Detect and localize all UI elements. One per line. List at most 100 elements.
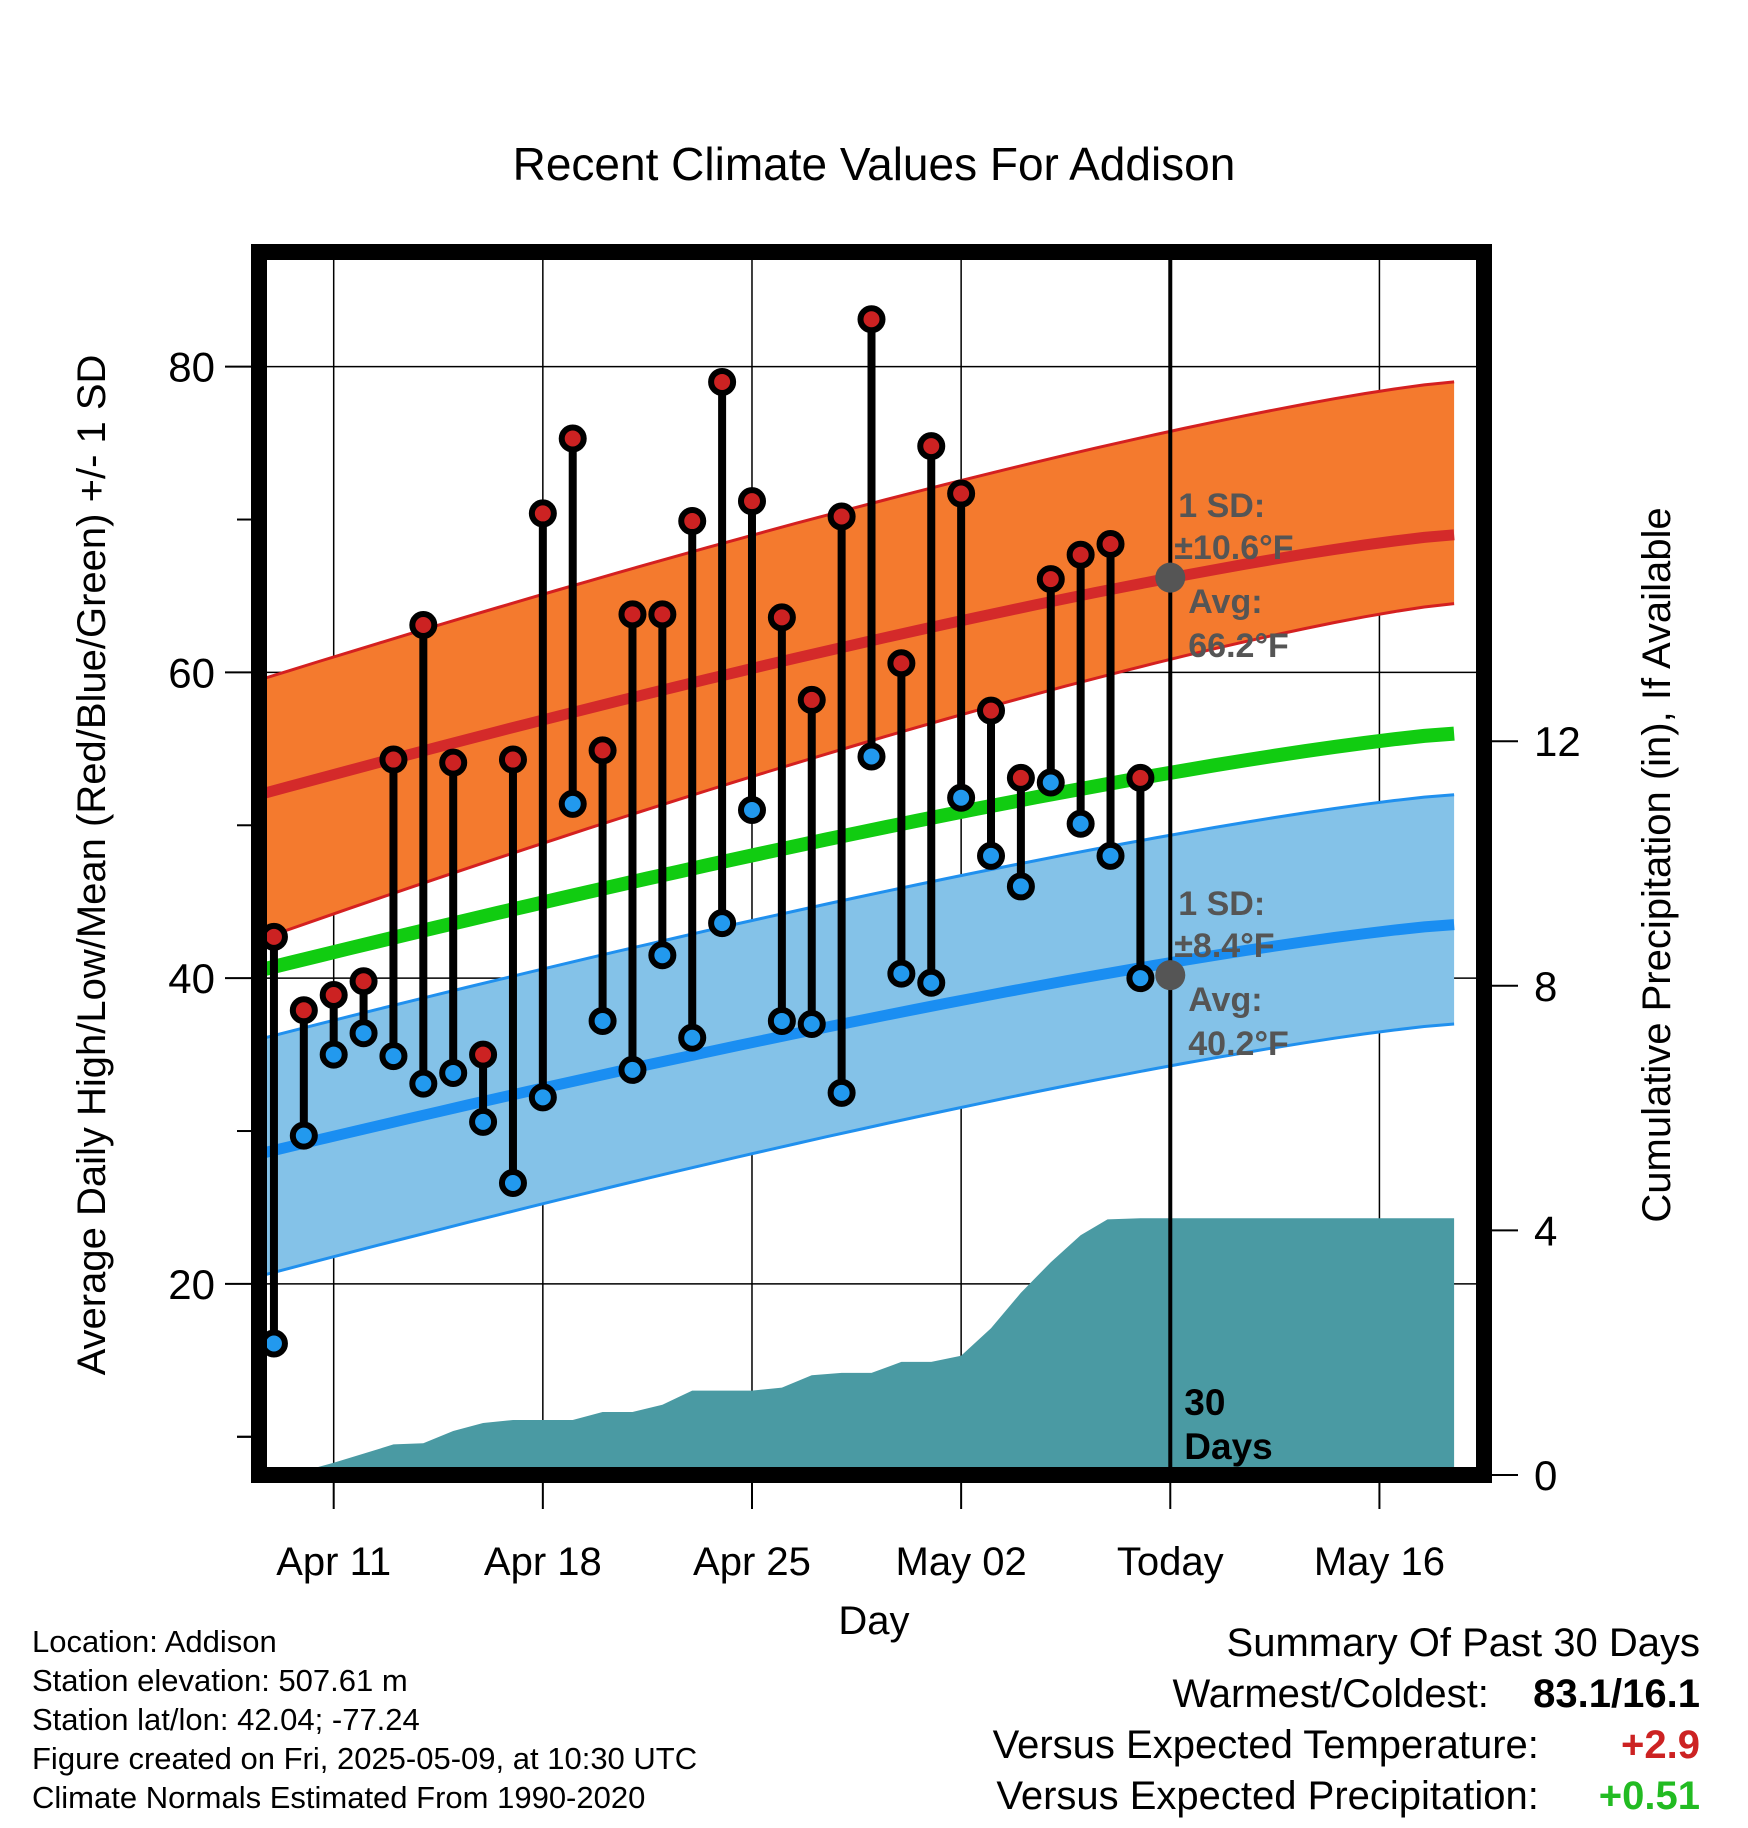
mean-avg-line (257, 726, 1455, 978)
daily-low-point (409, 1069, 438, 1098)
daily-high-point (1066, 540, 1095, 569)
daily-low-point (528, 1083, 557, 1112)
y2-tick-label: 12 (1534, 718, 1581, 765)
y2-tick-label: 0 (1534, 1452, 1557, 1499)
precip-anomaly-value: +0.51 (1598, 1774, 1700, 1818)
high-avg-marker (1155, 562, 1186, 593)
location-text: Location: Addison (32, 1624, 277, 1659)
daily-high-point (678, 507, 707, 536)
daily-high-point (379, 745, 408, 774)
normals-period-text: Climate Normals Estimated From 1990-2020 (32, 1780, 646, 1815)
daily-high-point (349, 967, 378, 996)
daily-low-point (708, 909, 737, 938)
daily-high-point (767, 603, 796, 632)
x-tick-label: Apr 25 (693, 1540, 811, 1584)
daily-low-point (1006, 872, 1035, 901)
high-sd-band-lower-edge (258, 602, 1455, 942)
daily-high-point (588, 736, 617, 765)
low-sd-band-fill (259, 794, 1455, 1277)
temp-anomaly-label: Versus Expected Temperature: (992, 1723, 1539, 1767)
y-tick-label: 40 (168, 955, 215, 1002)
low-sd-label: 1 SD: (1178, 885, 1265, 923)
daily-high-point (797, 685, 826, 714)
daily-high-point (827, 502, 856, 531)
daily-high-point (409, 611, 438, 640)
plot-area: 1 SD: ±10.6°F Avg: 66.2°F 1 SD: ±8.4°F Avg: 40.… (257, 252, 1484, 1475)
today-days-label: Days (1184, 1426, 1272, 1467)
daily-high-point (498, 745, 527, 774)
daily-high-point (618, 600, 647, 629)
daily-low-point (469, 1107, 498, 1136)
daily-low-point (648, 941, 677, 970)
daily-low-point (1036, 768, 1065, 797)
x-tick-label: Apr 11 (276, 1540, 391, 1584)
daily-low-point (379, 1042, 408, 1071)
chart-title: Recent Climate Values For Addison (513, 138, 1236, 190)
x-tick-label: Today (1117, 1540, 1224, 1584)
high-sd-label: 1 SD: (1178, 487, 1265, 525)
warmest-coldest-row: Warmest/Coldest: 83.1/16.1 (993, 1669, 1701, 1720)
precip-anomaly-row: Versus Expected Precipitation: +0.51 (993, 1771, 1700, 1822)
daily-low-point (349, 1019, 378, 1048)
daily-low-point (857, 742, 886, 771)
low-annotation: 1 SD: ±8.4°F Avg: 40.2°F (1155, 885, 1289, 1063)
y-axis-title: Average Daily High/Low/Mean (Red/Blue/Gr… (70, 355, 114, 1376)
daily-high-point (469, 1040, 498, 1069)
x-tick-label: May 02 (896, 1540, 1027, 1584)
daily-low-point (797, 1010, 826, 1039)
high-avg-value: 66.2°F (1188, 627, 1289, 665)
low-avg-line (257, 919, 1455, 1160)
elevation-text: Station elevation: 507.61 m (32, 1663, 408, 1698)
daily-low-point (1066, 809, 1095, 838)
daily-low-point (767, 1006, 796, 1035)
daily-low-point (678, 1023, 707, 1052)
y2-tick-label: 8 (1534, 963, 1557, 1010)
daily-low-point (319, 1040, 348, 1069)
created-text: Figure created on Fri, 2025-05-09, at 10… (32, 1741, 698, 1776)
daily-high-point (289, 996, 318, 1025)
y2-tick-label: 4 (1534, 1207, 1557, 1254)
daily-high-point (648, 600, 677, 629)
low-sd-band-upper-edge (258, 793, 1455, 1041)
daily-high-point (1006, 763, 1035, 792)
x-tick-label: May 16 (1314, 1540, 1445, 1584)
daily-high-point (857, 305, 886, 334)
precip-area (288, 1218, 1455, 1475)
today-days-count: 30 (1184, 1382, 1225, 1423)
daily-high-point (1096, 529, 1125, 558)
daily-low-point (289, 1121, 318, 1150)
high-annotation: 1 SD: ±10.6°F Avg: 66.2°F (1155, 487, 1293, 665)
temp-anomaly-row: Versus Expected Temperature: +2.9 (993, 1720, 1700, 1771)
daily-low-point (977, 841, 1006, 870)
daily-low-point (917, 968, 946, 997)
daily-high-point (887, 649, 916, 678)
daily-low-point (947, 783, 976, 812)
low-sd-value: ±8.4°F (1174, 927, 1274, 965)
summary-panel: Summary Of Past 30 Days Warmest/Coldest:… (993, 1618, 1700, 1822)
daily-high-point (1036, 565, 1065, 594)
warmest-coldest-label: Warmest/Coldest: (1172, 1672, 1489, 1716)
y2-axis-title: Cumulative Precipitation (in), If Availa… (1635, 507, 1679, 1222)
y-tick-label: 80 (168, 344, 215, 391)
daily-high-point (1126, 763, 1155, 792)
high-avg-line (257, 529, 1455, 801)
daily-high-point (528, 499, 557, 528)
daily-low-point (588, 1006, 617, 1035)
daily-low-point (887, 959, 916, 988)
daily-low-point (558, 789, 587, 818)
daily-high-point (737, 487, 766, 516)
plot-frame (251, 244, 1492, 1483)
daily-high-point (947, 479, 976, 508)
x-tick-label: Apr 18 (484, 1540, 602, 1584)
high-sd-band-upper-edge (258, 380, 1455, 682)
daily-high-point (708, 367, 737, 396)
daily-low-point (827, 1078, 856, 1107)
daily-high-point (439, 748, 468, 777)
daily-low-point (737, 795, 766, 824)
low-avg-label: Avg: (1188, 981, 1262, 1019)
daily-high-point (917, 432, 946, 461)
latlon-text: Station lat/lon: 42.04; -77.24 (32, 1702, 420, 1737)
daily-low-point (1096, 841, 1125, 870)
x-axis-title: Day (838, 1599, 909, 1643)
